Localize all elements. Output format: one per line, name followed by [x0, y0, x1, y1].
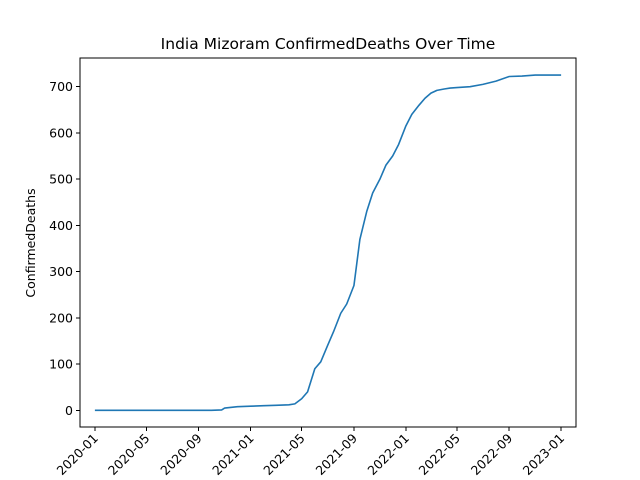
y-tick-label: 700: [49, 79, 73, 94]
series-line: [94, 74, 562, 412]
y-tick-label: 0: [65, 403, 73, 418]
y-tick-label: 500: [49, 172, 73, 187]
x-tick-label: 2020-05: [105, 431, 153, 479]
x-tick-label: 2022-01: [364, 431, 412, 479]
x-tick-label: 2021-01: [209, 431, 257, 479]
x-tick-label: 2022-05: [415, 431, 463, 479]
x-tick-label: 2021-05: [260, 431, 308, 479]
x-tick-label: 2020-09: [157, 430, 205, 478]
x-tick-label: 2021-09: [313, 430, 361, 478]
plot-frame: [79, 57, 577, 428]
y-axis: 0 100 200 300 400 500 600 700: [49, 79, 80, 418]
x-tick-label: 2022-09: [468, 430, 516, 478]
y-axis-label: ConfirmedDeaths: [23, 188, 38, 297]
x-tick-label: 2023-01: [520, 431, 568, 479]
x-axis: 2020-01 2020-05 2020-09 2021-01 2021-05 2021-…: [53, 427, 567, 478]
chart-title: India Mizoram ConfirmedDeaths Over Time: [161, 35, 496, 53]
x-tick-label: 2020-01: [53, 431, 101, 479]
y-tick-label: 400: [49, 218, 73, 233]
y-tick-label: 200: [49, 310, 73, 325]
y-tick-label: 600: [49, 125, 73, 140]
y-tick-label: 300: [49, 264, 73, 279]
y-tick-label: 100: [49, 357, 73, 372]
